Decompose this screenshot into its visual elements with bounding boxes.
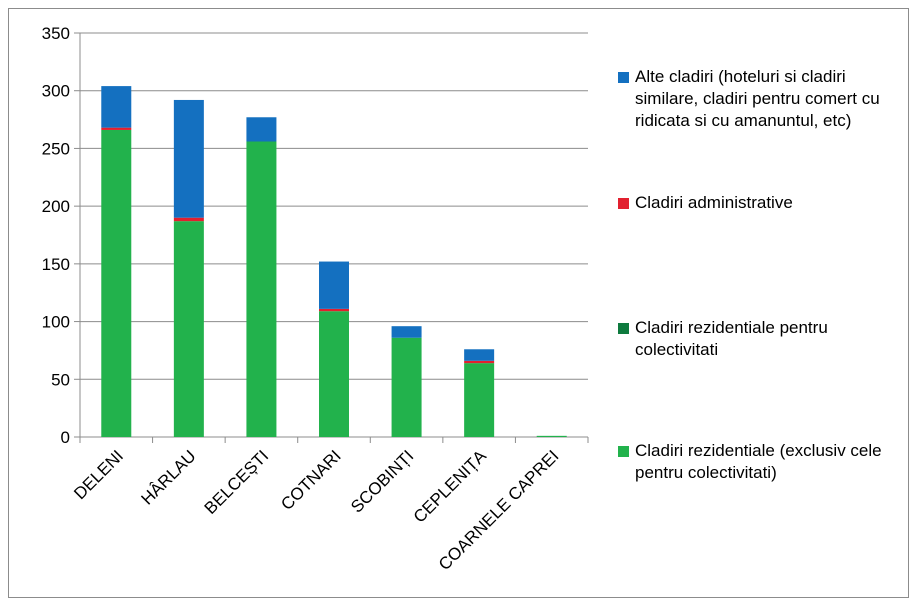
- bar-segment: [391, 337, 422, 437]
- y-tick-label: 50: [51, 370, 70, 389]
- legend-item-alte-cladiri: Alte cladiri (hoteluri si cladiri simila…: [618, 66, 900, 132]
- bar-segment: [173, 221, 204, 437]
- legend-label-rezidentiale-exclusiv: Cladiri rezidentiale (exclusiv cele pent…: [635, 441, 882, 482]
- bars: [101, 86, 567, 437]
- bar-segment: [536, 435, 567, 437]
- x-tick-label: HÂRLAU: [137, 446, 199, 508]
- legend-swatch-rezidentiale-exclusiv: [618, 446, 629, 457]
- bar-segment: [391, 326, 422, 338]
- legend-item-cladiri-administrative: Cladiri administrative: [618, 192, 900, 214]
- legend: Alte cladiri (hoteluri si cladiri simila…: [618, 66, 908, 526]
- bar-segment: [173, 99, 204, 218]
- bar-segment: [173, 217, 204, 222]
- legend-item-rezidentiale-exclusiv: Cladiri rezidentiale (exclusiv cele pent…: [618, 440, 900, 484]
- x-tick-label: CEPLENIȚA: [410, 446, 491, 527]
- legend-swatch-alte-cladiri: [618, 72, 629, 83]
- x-tick-label: COTNARI: [277, 446, 345, 514]
- y-tick-label: 250: [42, 139, 70, 158]
- gridlines: [80, 32, 588, 380]
- bar-segment: [319, 261, 349, 309]
- bar-segment: [319, 308, 349, 312]
- bar-segment: [101, 129, 132, 437]
- bar-segment: [464, 363, 495, 437]
- bar-segment: [319, 311, 349, 437]
- x-tick-label: BELCEȘTI: [201, 446, 273, 518]
- legend-label-rezidentiale-colectivitati: Cladiri rezidentiale pentru colectivitat…: [635, 318, 828, 359]
- y-tick-label: 350: [42, 24, 70, 43]
- bar-segment: [464, 360, 495, 364]
- y-tick-label: 150: [42, 255, 70, 274]
- legend-swatch-cladiri-administrative: [618, 198, 629, 209]
- y-tick-label: 0: [61, 428, 70, 447]
- bar-segment: [246, 117, 277, 142]
- y-tick-label: 100: [42, 313, 70, 332]
- x-tick-label: SCOBINȚI: [347, 446, 417, 516]
- bar-segment: [464, 349, 495, 361]
- legend-label-cladiri-administrative: Cladiri administrative: [635, 193, 793, 212]
- y-tick-label: 300: [42, 82, 70, 101]
- chart-frame: [8, 8, 909, 598]
- x-tick-label: COARNELE CAPREI: [435, 446, 563, 574]
- y-tick-label: 200: [42, 197, 70, 216]
- legend-item-rezidentiale-colectivitati: Cladiri rezidentiale pentru colectivitat…: [618, 317, 900, 361]
- legend-swatch-rezidentiale-colectivitati: [618, 323, 629, 334]
- bar-segment: [101, 86, 132, 128]
- x-tick-label: DELENI: [70, 446, 127, 503]
- bar-segment: [246, 141, 277, 437]
- legend-label-alte-cladiri: Alte cladiri (hoteluri si cladiri simila…: [635, 67, 880, 130]
- bar-segment: [101, 127, 132, 130]
